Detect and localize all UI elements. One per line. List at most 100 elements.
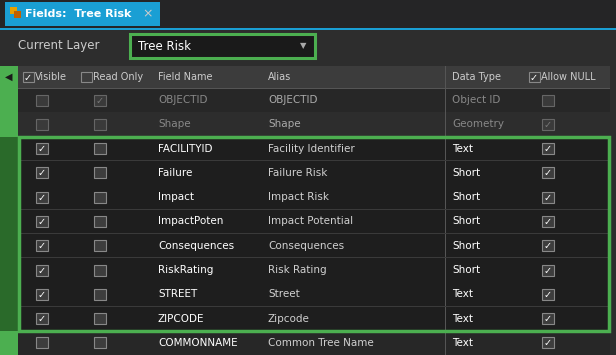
Bar xyxy=(18,88,610,89)
Text: ✓: ✓ xyxy=(544,193,552,203)
Bar xyxy=(0,66,18,355)
Bar xyxy=(10,7,17,14)
Text: Impact: Impact xyxy=(158,192,194,202)
Bar xyxy=(18,282,610,306)
Bar xyxy=(542,192,554,203)
Text: FACILITYID: FACILITYID xyxy=(158,144,213,154)
Text: Current Layer: Current Layer xyxy=(18,39,100,53)
Text: Shape: Shape xyxy=(158,119,190,130)
Text: ✓: ✓ xyxy=(530,72,538,82)
Bar xyxy=(36,216,48,227)
Text: Alias: Alias xyxy=(268,72,291,82)
Text: Text: Text xyxy=(452,338,473,348)
Text: Tree Risk: Tree Risk xyxy=(138,39,191,53)
Bar xyxy=(542,337,554,348)
Bar xyxy=(529,72,540,82)
Bar xyxy=(18,330,610,331)
Text: ◀: ◀ xyxy=(6,72,13,82)
Text: ✓: ✓ xyxy=(544,314,552,324)
Bar xyxy=(94,289,106,300)
Bar xyxy=(610,66,616,355)
Bar xyxy=(18,233,610,234)
Bar xyxy=(18,257,610,258)
Text: ✓: ✓ xyxy=(544,338,552,348)
Text: Facility Identifier: Facility Identifier xyxy=(268,144,355,154)
Text: ✓: ✓ xyxy=(544,144,552,154)
Text: Geometry: Geometry xyxy=(452,119,504,130)
Text: ✓: ✓ xyxy=(38,144,46,154)
Text: COMMONNAME: COMMONNAME xyxy=(158,338,238,348)
Text: Visible: Visible xyxy=(35,72,67,82)
Bar xyxy=(81,72,92,82)
Text: Shape: Shape xyxy=(268,119,301,130)
Text: Text: Text xyxy=(452,289,473,299)
Text: Street: Street xyxy=(268,289,300,299)
Bar xyxy=(18,258,610,282)
Bar xyxy=(542,95,554,106)
Text: Allow NULL: Allow NULL xyxy=(541,72,596,82)
Bar xyxy=(14,11,21,18)
Bar xyxy=(94,337,106,348)
Bar xyxy=(542,168,554,179)
Bar xyxy=(0,137,18,331)
Text: Short: Short xyxy=(452,265,480,275)
Text: Consequences: Consequences xyxy=(158,241,234,251)
Bar xyxy=(94,168,106,179)
Bar xyxy=(18,66,610,88)
Text: ✓: ✓ xyxy=(38,290,46,300)
Text: Data Type: Data Type xyxy=(452,72,501,82)
Text: ✓: ✓ xyxy=(544,120,552,130)
Bar xyxy=(36,289,48,300)
Bar xyxy=(542,264,554,275)
Text: Short: Short xyxy=(452,241,480,251)
Text: Failure: Failure xyxy=(158,168,192,178)
Bar xyxy=(94,313,106,324)
Bar xyxy=(542,313,554,324)
Bar xyxy=(18,160,610,161)
Bar xyxy=(94,192,106,203)
Text: Risk Rating: Risk Rating xyxy=(268,265,326,275)
Text: Field Name: Field Name xyxy=(158,72,213,82)
Bar xyxy=(94,95,106,106)
Bar xyxy=(36,240,48,251)
Bar xyxy=(94,240,106,251)
Text: ✓: ✓ xyxy=(38,266,46,275)
Bar xyxy=(36,143,48,154)
Text: ZIPCODE: ZIPCODE xyxy=(158,313,205,324)
Bar xyxy=(94,264,106,275)
Bar xyxy=(18,234,610,258)
Bar xyxy=(36,313,48,324)
Bar xyxy=(18,88,610,112)
Text: Failure Risk: Failure Risk xyxy=(268,168,327,178)
Bar xyxy=(94,216,106,227)
Bar xyxy=(19,137,609,331)
Bar xyxy=(542,216,554,227)
Bar xyxy=(18,209,610,234)
Text: ✓: ✓ xyxy=(38,193,46,203)
Text: OBJECTID: OBJECTID xyxy=(158,95,208,105)
Text: ×: × xyxy=(143,7,153,21)
Bar xyxy=(23,72,33,82)
Text: Impact Potential: Impact Potential xyxy=(268,217,353,226)
Text: Fields:  Tree Risk: Fields: Tree Risk xyxy=(25,9,131,19)
Text: RiskRating: RiskRating xyxy=(158,265,213,275)
Bar xyxy=(18,161,610,185)
Text: Short: Short xyxy=(452,192,480,202)
Text: ✓: ✓ xyxy=(544,169,552,179)
FancyBboxPatch shape xyxy=(5,2,160,26)
Bar xyxy=(36,192,48,203)
Text: ✓: ✓ xyxy=(24,72,32,82)
Bar xyxy=(36,264,48,275)
Bar xyxy=(18,185,610,209)
Bar xyxy=(18,112,610,137)
Bar xyxy=(0,28,616,30)
Text: Zipcode: Zipcode xyxy=(268,313,310,324)
Text: OBJECTID: OBJECTID xyxy=(268,95,317,105)
Bar xyxy=(94,143,106,154)
Text: ✓: ✓ xyxy=(544,241,552,251)
Bar xyxy=(18,306,610,307)
Text: Text: Text xyxy=(452,144,473,154)
Text: Short: Short xyxy=(452,217,480,226)
Text: Text: Text xyxy=(452,313,473,324)
Text: ✓: ✓ xyxy=(96,95,104,106)
